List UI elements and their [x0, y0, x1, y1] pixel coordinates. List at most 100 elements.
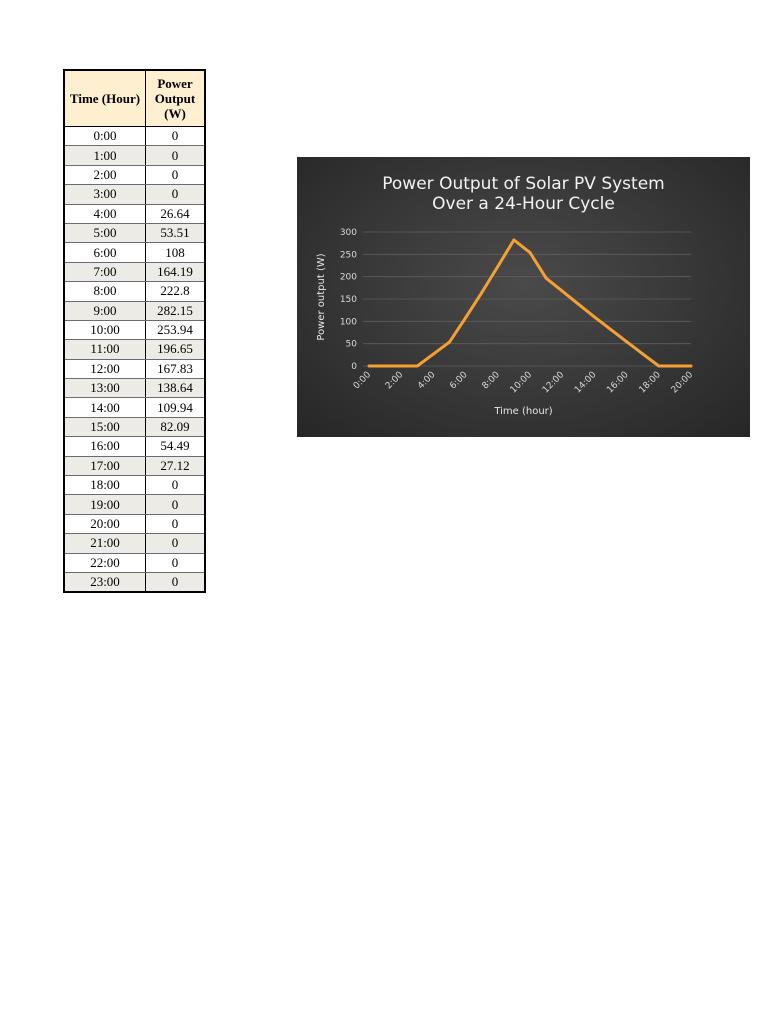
header-power-line2: Output	[154, 91, 196, 106]
table-row: 20:00 0	[63, 513, 206, 535]
data-point[interactable]	[512, 238, 516, 242]
time-cell[interactable]: 10:00	[63, 319, 146, 341]
time-cell[interactable]: 12:00	[63, 358, 146, 380]
table-row: 22:00 0	[63, 552, 206, 573]
time-cell[interactable]: 11:00	[63, 339, 146, 360]
x-tick-label: 18:00	[638, 370, 664, 396]
data-point[interactable]	[592, 315, 596, 319]
data-point[interactable]	[367, 364, 371, 368]
data-point[interactable]	[480, 291, 484, 295]
data-point[interactable]	[496, 264, 500, 268]
y-axis-ticks: 0 50 100 150 200 250 300	[340, 228, 357, 372]
data-point[interactable]	[641, 352, 645, 356]
table-row: 5:00 53.51	[63, 222, 206, 244]
x-tick-label: 12:00	[541, 370, 567, 396]
power-cell[interactable]: 0	[145, 513, 206, 535]
chart-panel[interactable]: Power Output of Solar PV System Over a 2…	[297, 157, 750, 437]
gridlines	[363, 231, 691, 367]
time-cell[interactable]: 14:00	[63, 397, 146, 418]
power-cell[interactable]: 0	[145, 571, 206, 593]
power-cell[interactable]: 0	[145, 125, 206, 147]
data-point[interactable]	[657, 364, 661, 368]
power-cell[interactable]: 53.51	[145, 222, 206, 244]
power-cell[interactable]: 222.8	[145, 281, 206, 302]
power-cell[interactable]: 27.12	[145, 455, 206, 477]
time-cell[interactable]: 8:00	[63, 281, 146, 302]
header-power-output[interactable]: Power Output (W)	[145, 69, 206, 127]
time-cell[interactable]: 2:00	[63, 164, 146, 186]
data-point[interactable]	[689, 364, 693, 368]
x-tick-label: 6:00	[448, 370, 470, 392]
data-point[interactable]	[431, 352, 435, 356]
data-point[interactable]	[576, 302, 580, 306]
power-cell[interactable]: 109.94	[145, 397, 206, 418]
series-line-power-output[interactable]	[369, 238, 691, 368]
x-tick-label: 8:00	[481, 370, 503, 392]
table-row: 23:00 0	[63, 571, 206, 593]
table-row: 19:00 0	[63, 494, 206, 515]
time-cell[interactable]: 5:00	[63, 222, 146, 244]
power-cell[interactable]: 108	[145, 242, 206, 263]
power-cell[interactable]: 0	[145, 533, 206, 554]
time-cell[interactable]: 15:00	[63, 416, 146, 438]
power-cell[interactable]: 0	[145, 184, 206, 205]
power-cell[interactable]: 138.64	[145, 378, 206, 399]
time-cell[interactable]: 16:00	[63, 436, 146, 457]
y-tick-label: 100	[340, 317, 357, 327]
data-point[interactable]	[415, 364, 419, 368]
data-point[interactable]	[673, 364, 677, 368]
data-point[interactable]	[448, 340, 451, 344]
power-cell[interactable]: 0	[145, 494, 206, 515]
table-row: 14:00 109.94	[63, 397, 206, 418]
power-cell[interactable]: 0	[145, 552, 206, 573]
power-cell[interactable]: 54.49	[145, 436, 206, 457]
time-cell[interactable]: 20:00	[63, 513, 146, 535]
data-point[interactable]	[383, 364, 387, 368]
power-cell[interactable]: 167.83	[145, 358, 206, 380]
time-cell[interactable]: 7:00	[63, 261, 146, 283]
power-cell[interactable]: 253.94	[145, 319, 206, 341]
time-cell[interactable]: 23:00	[63, 571, 146, 593]
header-time[interactable]: Time (Hour)	[63, 69, 146, 127]
table-row: 15:00 82.09	[63, 416, 206, 438]
time-cell[interactable]: 13:00	[63, 378, 146, 399]
time-cell[interactable]: 3:00	[63, 184, 146, 205]
data-point[interactable]	[528, 251, 532, 255]
table-body: 0:00 0 1:00 0 2:00 0 3:00 0 4:00 26.64 5:00 53.51 6:…	[63, 125, 206, 593]
power-cell[interactable]: 0	[145, 164, 206, 186]
table-row: 11:00 196.65	[63, 339, 206, 360]
time-cell[interactable]: 22:00	[63, 552, 146, 573]
time-cell[interactable]: 9:00	[63, 300, 146, 321]
power-cell[interactable]: 164.19	[145, 261, 206, 283]
time-cell[interactable]: 18:00	[63, 475, 146, 496]
power-cell[interactable]: 26.64	[145, 203, 206, 224]
time-cell[interactable]: 4:00	[63, 203, 146, 224]
data-point[interactable]	[560, 289, 564, 293]
power-cell[interactable]: 82.09	[145, 416, 206, 438]
table-header-row: Time (Hour) Power Output (W)	[63, 69, 206, 127]
x-axis-title: Time (hour)	[493, 406, 552, 417]
y-tick-label: 300	[340, 228, 357, 238]
data-point[interactable]	[399, 364, 403, 368]
power-cell[interactable]: 0	[145, 475, 206, 496]
power-cell[interactable]: 0	[145, 145, 206, 166]
table-row: 13:00 138.64	[63, 378, 206, 399]
data-point[interactable]	[464, 316, 468, 320]
power-cell[interactable]: 196.65	[145, 339, 206, 360]
y-tick-label: 200	[340, 273, 357, 283]
time-cell[interactable]: 17:00	[63, 455, 146, 477]
header-power-line1: Power	[157, 76, 193, 91]
table-row: 1:00 0	[63, 145, 206, 166]
y-tick-label: 50	[346, 340, 358, 350]
time-cell[interactable]: 21:00	[63, 533, 146, 554]
data-point[interactable]	[625, 340, 629, 344]
time-cell[interactable]: 1:00	[63, 145, 146, 166]
table-row: 4:00 26.64	[63, 203, 206, 224]
time-cell[interactable]: 19:00	[63, 494, 146, 515]
table-row: 7:00 164.19	[63, 261, 206, 283]
data-point[interactable]	[544, 276, 548, 280]
time-cell[interactable]: 0:00	[63, 125, 146, 147]
power-cell[interactable]: 282.15	[145, 300, 206, 321]
time-cell[interactable]: 6:00	[63, 242, 146, 263]
data-point[interactable]	[609, 327, 612, 331]
